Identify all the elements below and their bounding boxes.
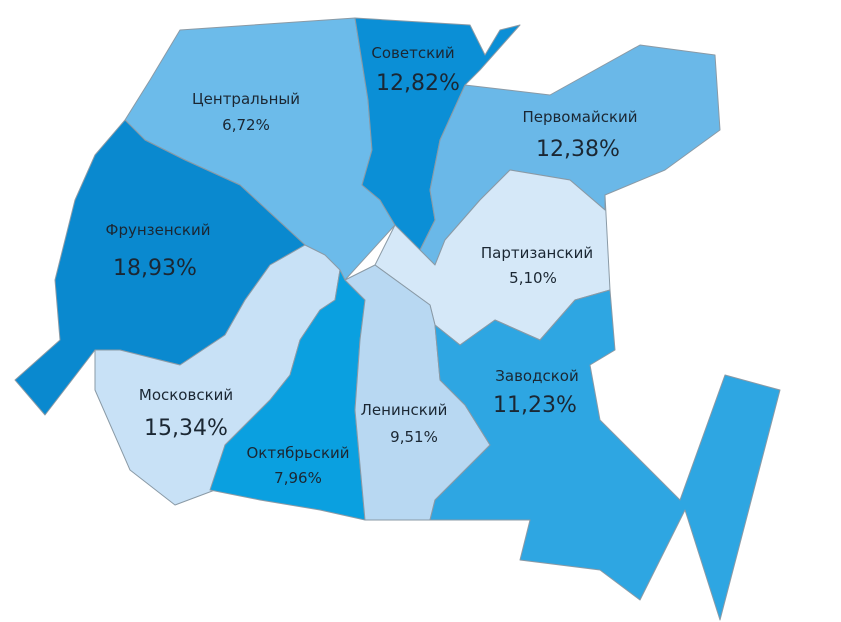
district-share: 11,23% <box>493 393 577 418</box>
district-name: Советский <box>371 44 454 62</box>
district-name: Московский <box>139 386 233 404</box>
district-name: Ленинский <box>361 401 448 419</box>
district-share: 18,93% <box>113 256 197 281</box>
district-share: 6,72% <box>222 116 270 134</box>
district-share: 12,38% <box>536 137 620 162</box>
district-name: Первомайский <box>522 108 637 126</box>
district-name: Партизанский <box>481 244 593 262</box>
district-name: Октябрьский <box>246 444 349 462</box>
district-name: Фрунзенский <box>106 221 211 239</box>
district-share: 9,51% <box>390 428 438 446</box>
district-share: 15,34% <box>144 416 228 441</box>
district-zavodskoy <box>429 289 781 621</box>
district-share: 5,10% <box>509 269 557 287</box>
district-name: Центральный <box>192 90 300 108</box>
district-share: 7,96% <box>274 469 322 487</box>
district-name: Заводской <box>495 367 578 385</box>
district-share: 12,82% <box>376 71 460 96</box>
